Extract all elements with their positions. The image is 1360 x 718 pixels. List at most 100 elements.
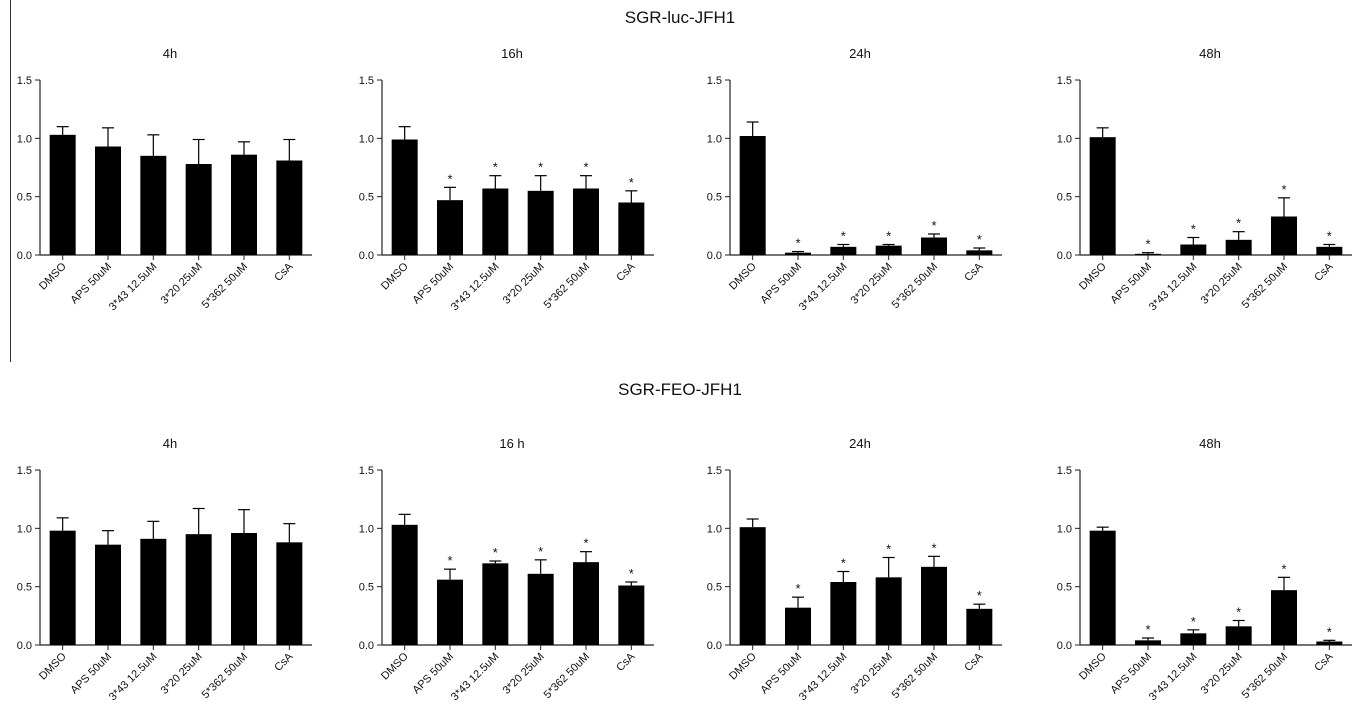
bar bbox=[95, 545, 121, 645]
bar bbox=[1180, 245, 1206, 256]
y-tick-label: 1.0 bbox=[17, 133, 32, 145]
significance-marker: * bbox=[447, 171, 452, 186]
chart-title: 48h bbox=[1199, 46, 1221, 61]
x-tick-label: 3*20 25uM bbox=[159, 651, 205, 697]
chart-title: 24h bbox=[849, 436, 871, 451]
bar bbox=[140, 539, 166, 645]
chart-title: 48h bbox=[1199, 436, 1221, 451]
bar bbox=[482, 563, 508, 645]
y-tick-label: 1.5 bbox=[1057, 75, 1072, 87]
bar bbox=[785, 253, 811, 255]
significance-marker: * bbox=[1191, 614, 1196, 629]
y-tick-label: 0.5 bbox=[359, 192, 374, 204]
significance-marker: * bbox=[977, 232, 982, 247]
x-tick-label: DMSO bbox=[1077, 260, 1109, 292]
x-tick-label: 5*362 50uM bbox=[890, 261, 940, 311]
y-tick-label: 1.0 bbox=[17, 523, 32, 535]
x-tick-label: 3*43 12.5uM bbox=[107, 261, 160, 314]
bar bbox=[1271, 590, 1297, 645]
chart-title: 16 h bbox=[499, 436, 524, 451]
significance-marker: * bbox=[1145, 622, 1150, 637]
x-tick-label: 3*20 25uM bbox=[1199, 651, 1245, 697]
bar bbox=[921, 238, 947, 256]
x-tick-label: CsA bbox=[962, 260, 986, 284]
y-tick-label: 0.0 bbox=[17, 640, 32, 652]
x-tick-label: DMSO bbox=[379, 260, 411, 292]
x-tick-label: CsA bbox=[614, 260, 638, 284]
x-tick-label: 3*43 12.5uM bbox=[797, 651, 850, 704]
x-tick-label: DMSO bbox=[727, 260, 759, 292]
x-tick-label: APS 50uM bbox=[410, 261, 456, 307]
chart-feo-4h: 4h0.00.51.01.5DMSO APS 50uM3*43 12.5uM 3*2… bbox=[0, 430, 320, 700]
x-tick-label: APS 50uM bbox=[758, 261, 804, 307]
x-tick-label: 5*362 50uM bbox=[200, 261, 250, 311]
x-tick-label: 3*43 12.5uM bbox=[107, 651, 160, 704]
bar bbox=[231, 155, 257, 255]
bar bbox=[95, 147, 121, 256]
bar bbox=[740, 527, 766, 645]
significance-marker: * bbox=[629, 566, 634, 581]
bar bbox=[876, 246, 902, 255]
bar bbox=[1090, 137, 1116, 255]
x-tick-label: 3*43 12.5uM bbox=[449, 261, 502, 314]
bar bbox=[573, 189, 599, 256]
significance-marker: * bbox=[886, 229, 891, 244]
significance-marker: * bbox=[795, 581, 800, 596]
bar bbox=[1316, 642, 1342, 646]
x-tick-label: 3*43 12.5uM bbox=[1147, 651, 1200, 704]
significance-marker: * bbox=[1281, 561, 1286, 576]
chart-luc-16h: 16h0.00.51.01.5DMSO APS 50uM*3*43 12.5uM*… bbox=[342, 40, 662, 310]
bar bbox=[50, 135, 76, 255]
x-tick-label: CsA bbox=[614, 650, 638, 674]
significance-marker: * bbox=[538, 160, 543, 175]
bar bbox=[392, 525, 418, 645]
bar bbox=[1226, 626, 1252, 645]
bar bbox=[482, 189, 508, 256]
bar bbox=[1226, 240, 1252, 255]
chart-luc-48h: 48h 0.0 0.5 1.0 1.5 DMSO APS 50uM * 3*43 12.5uM *… bbox=[1040, 40, 1360, 310]
bar bbox=[1090, 531, 1116, 645]
chart-title: 16h bbox=[501, 46, 523, 61]
y-tick-label: 1.5 bbox=[1057, 465, 1072, 477]
chart-feo-16h: 16 h 0.0 0.5 1.0 1.5 DMSO APS 50uM * 3*43 12.5uM… bbox=[342, 430, 662, 700]
y-tick-label: 0.5 bbox=[17, 582, 32, 594]
bar bbox=[1135, 640, 1161, 645]
y-tick-label: 1.0 bbox=[707, 523, 722, 535]
y-tick-label: 0.0 bbox=[1057, 640, 1072, 652]
significance-marker: * bbox=[1145, 237, 1150, 252]
significance-marker: * bbox=[841, 556, 846, 571]
bar bbox=[740, 136, 766, 255]
x-tick-label: 5*362 50uM bbox=[542, 261, 592, 311]
bar bbox=[276, 542, 302, 645]
y-tick-label: 0.0 bbox=[359, 640, 374, 652]
bar bbox=[966, 609, 992, 645]
x-tick-label: 3*20 25uM bbox=[501, 651, 547, 697]
y-tick-label: 0.5 bbox=[1057, 582, 1072, 594]
x-tick-label: 5*362 50uM bbox=[542, 651, 592, 701]
y-tick-label: 1.5 bbox=[359, 465, 374, 477]
bar bbox=[437, 580, 463, 645]
x-tick-label: 3*20 25uM bbox=[849, 261, 895, 307]
bar bbox=[921, 567, 947, 645]
x-tick-label: APS 50uM bbox=[758, 651, 804, 697]
significance-marker: * bbox=[538, 544, 543, 559]
bar bbox=[966, 250, 992, 255]
y-tick-label: 1.5 bbox=[707, 465, 722, 477]
row-title-sgr-feo-jfh1: SGR-FEO-JFH1 bbox=[0, 380, 1360, 400]
x-tick-label: 3*20 25uM bbox=[501, 261, 547, 307]
significance-marker: * bbox=[493, 545, 498, 560]
significance-marker: * bbox=[1191, 222, 1196, 237]
bar bbox=[231, 533, 257, 645]
y-tick-label: 0.5 bbox=[359, 582, 374, 594]
significance-marker: * bbox=[795, 236, 800, 251]
bar bbox=[528, 191, 554, 255]
significance-marker: * bbox=[493, 160, 498, 175]
y-tick-label: 1.5 bbox=[707, 75, 722, 87]
bar bbox=[618, 586, 644, 646]
chart-title: 24h bbox=[849, 46, 871, 61]
x-tick-label: APS 50uM bbox=[1108, 651, 1154, 697]
x-tick-label: DMSO bbox=[727, 650, 759, 682]
y-tick-label: 1.0 bbox=[1057, 133, 1072, 145]
bar bbox=[186, 534, 212, 645]
x-tick-label: APS 50uM bbox=[68, 651, 114, 697]
